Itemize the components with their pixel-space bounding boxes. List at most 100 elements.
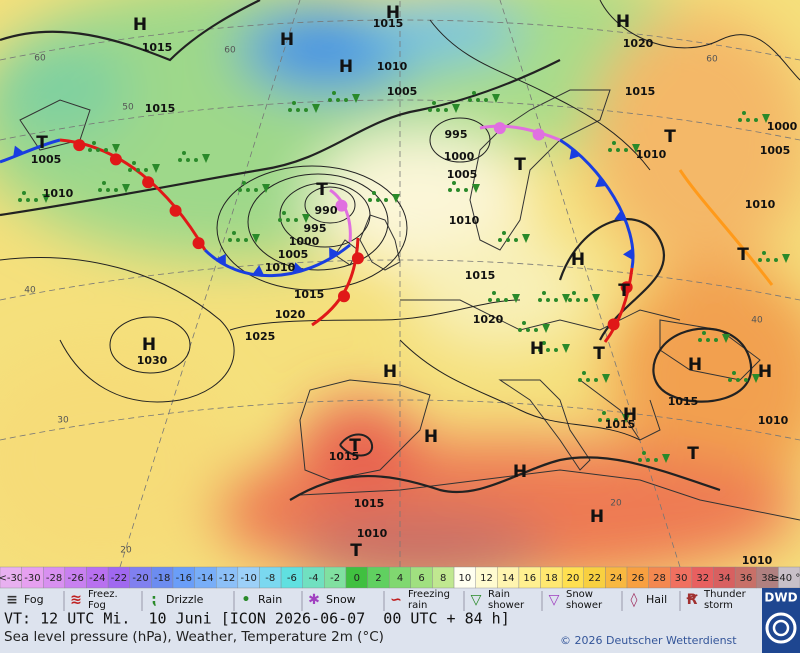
rain-dot bbox=[372, 191, 376, 195]
rain-dot bbox=[444, 108, 448, 112]
rain-dot bbox=[554, 298, 558, 302]
rain-dot bbox=[582, 371, 586, 375]
shower-symbol bbox=[252, 234, 260, 243]
legend-icon: ◊ bbox=[631, 592, 638, 608]
rain-dot bbox=[654, 458, 658, 462]
dwd-logo: DWD bbox=[762, 588, 800, 653]
pressure-label: 1020 bbox=[275, 308, 306, 321]
pressure-center: T bbox=[514, 155, 526, 175]
shower-symbol bbox=[622, 414, 630, 423]
shower-symbol bbox=[632, 144, 640, 153]
copyright: © 2026 Deutscher Wetterdienst bbox=[560, 634, 737, 647]
rain-dot bbox=[514, 238, 518, 242]
rain-dot bbox=[236, 238, 240, 242]
scale-label: -16 bbox=[176, 573, 192, 584]
rain-dot bbox=[128, 168, 132, 172]
rain-dot bbox=[288, 108, 292, 112]
legend-icon: ▽ bbox=[471, 592, 482, 608]
rain-dot bbox=[368, 198, 372, 202]
shower-symbol bbox=[602, 374, 610, 383]
scale-label: -28 bbox=[46, 573, 62, 584]
shower-symbol bbox=[302, 214, 310, 223]
warm-front-bump bbox=[73, 139, 86, 152]
rain-dot bbox=[132, 161, 136, 165]
rain-dot bbox=[608, 148, 612, 152]
rain-dot bbox=[296, 108, 300, 112]
rain-dot bbox=[732, 371, 736, 375]
rain-dot bbox=[762, 251, 766, 255]
rain-dot bbox=[242, 181, 246, 185]
scale-label: -8 bbox=[265, 573, 275, 584]
warm-front-bump bbox=[620, 281, 633, 294]
rain-dot bbox=[492, 291, 496, 295]
scale-label: -2 bbox=[330, 573, 340, 584]
rain-dot bbox=[238, 188, 242, 192]
cold-front-tooth bbox=[252, 265, 265, 276]
legend-icon: • bbox=[242, 592, 251, 608]
isobars bbox=[0, 0, 800, 501]
scale-label: -18 bbox=[154, 573, 170, 584]
rain-dot bbox=[186, 158, 190, 162]
pressure-center: H bbox=[386, 3, 400, 23]
scale-label: 4 bbox=[397, 573, 403, 584]
temperature-scale: <-30 -30 -28 -26 -24 -22 -20 -18 -16 -14 -12 -10 -8-… bbox=[0, 566, 800, 589]
pressure-label: 1015 bbox=[294, 288, 325, 301]
pressure-label: 1015 bbox=[373, 17, 404, 30]
rain-dot bbox=[606, 418, 610, 422]
scale-label: 14 bbox=[502, 573, 515, 584]
scale-label: 16 bbox=[523, 573, 536, 584]
rain-dot bbox=[746, 118, 750, 122]
pressure-label: 1010 bbox=[43, 187, 74, 200]
shower-symbol bbox=[122, 184, 130, 193]
rain-dot bbox=[428, 108, 432, 112]
legend-label: Drizzle bbox=[166, 593, 204, 606]
warm-front-bump bbox=[351, 252, 364, 265]
rain-dot bbox=[736, 378, 740, 382]
rain-dot bbox=[472, 91, 476, 95]
pressure-center: H bbox=[383, 362, 397, 382]
shower-symbol bbox=[42, 194, 50, 203]
cold-front-tooth bbox=[13, 145, 25, 158]
rain-dot bbox=[22, 191, 26, 195]
rain-dot bbox=[178, 158, 182, 162]
rain-dot bbox=[518, 328, 522, 332]
pressure-label: 1005 bbox=[760, 144, 791, 157]
grid-label: 20 bbox=[610, 499, 622, 509]
legend-label: Fog bbox=[24, 593, 44, 606]
logo-swirl bbox=[765, 612, 797, 644]
rain-dot bbox=[182, 151, 186, 155]
rain-dot bbox=[136, 168, 140, 172]
rain-dot bbox=[534, 328, 538, 332]
rain-dot bbox=[498, 238, 502, 242]
rain-dot bbox=[578, 378, 582, 382]
scale-label: <-30 bbox=[0, 573, 23, 584]
grid-label: 30 bbox=[57, 416, 69, 426]
rain-dot bbox=[638, 458, 642, 462]
rain-dot bbox=[538, 348, 542, 352]
valid-time: VT: 12 UTC Mi. 10 Juni [ICON 2026-06-07 … bbox=[4, 610, 510, 628]
scale-label: 26 bbox=[631, 573, 644, 584]
shower-symbol bbox=[312, 104, 320, 113]
pressure-center: H bbox=[758, 362, 772, 382]
shower-symbol bbox=[782, 254, 790, 263]
shower-symbol bbox=[762, 114, 770, 123]
rain-dot bbox=[594, 378, 598, 382]
legend-label: storm bbox=[704, 600, 733, 611]
rain-dot bbox=[228, 238, 232, 242]
warm-front-bump bbox=[142, 176, 155, 189]
shower-symbol bbox=[472, 184, 480, 193]
front-line bbox=[329, 188, 352, 243]
rain-dot bbox=[754, 118, 758, 122]
pressure-center: H bbox=[590, 507, 604, 527]
temperature-field bbox=[0, 0, 800, 567]
scale-label: 38 bbox=[761, 573, 774, 584]
cold-front-tooth bbox=[595, 176, 607, 188]
scale-label: 30 bbox=[675, 573, 688, 584]
pressure-label: 1000 bbox=[767, 120, 798, 133]
logo-swirl-inner bbox=[772, 619, 790, 637]
pressure-label: 1010 bbox=[449, 214, 480, 227]
cold-front-tooth bbox=[329, 247, 340, 260]
rain-dot bbox=[336, 98, 340, 102]
rain-dot bbox=[294, 218, 298, 222]
